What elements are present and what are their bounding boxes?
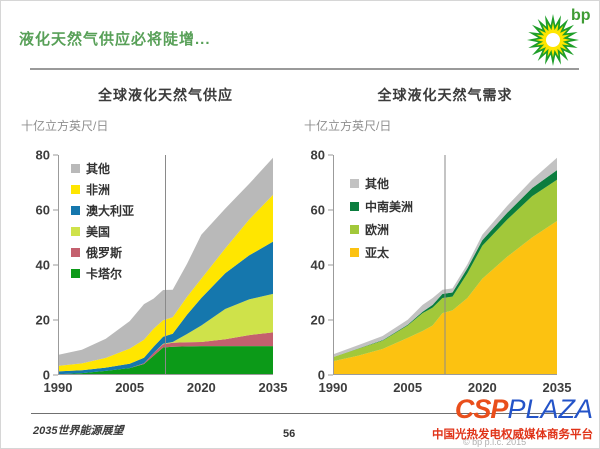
legend-item: 卡塔尔	[71, 263, 134, 284]
legend-swatch-icon	[71, 164, 80, 173]
legend-swatch-icon	[71, 227, 80, 236]
legend-swatch-icon	[350, 225, 359, 234]
legend-item: 中南美洲	[350, 195, 413, 218]
x-tick-label: 2005	[393, 380, 423, 395]
area-series	[333, 179, 557, 362]
legend-swatch-icon	[350, 179, 359, 188]
demand-plot-area: 其他中南美洲欧洲亚太 0 20 40 60 80 1990 2005 2020 2035	[311, 148, 572, 396]
supply-plot-area: 其他非洲澳大利亚美国俄罗斯卡塔尔 0 20 40 60 80 1990 2005 2020 20…	[36, 148, 288, 396]
footer-separator	[31, 413, 579, 414]
legend-label: 其他	[86, 162, 111, 176]
y-tick-label: 20	[35, 312, 50, 328]
legend-item: 亚太	[350, 241, 413, 264]
legend-label: 其他	[365, 177, 390, 191]
legend-item: 澳大利亚	[71, 200, 134, 221]
demand-y-axis-unit-label: 十亿立方英尺/日	[304, 119, 392, 133]
y-tick-label: 40	[310, 257, 325, 273]
area-series	[58, 332, 273, 375]
csp-plaza-watermark: CSP PLAZA 中国光热发电权威媒体商务平台	[432, 396, 593, 442]
y-tick-label: 80	[35, 147, 50, 163]
area-series	[333, 157, 557, 358]
area-series	[333, 170, 557, 358]
x-tick-label: 1990	[43, 380, 73, 395]
watermark-tagline: 中国光热发电权威媒体商务平台	[432, 429, 593, 441]
supply-legend: 其他非洲澳大利亚美国俄罗斯卡塔尔	[71, 158, 134, 284]
y-tick-label: 60	[310, 202, 325, 218]
demand-legend: 其他中南美洲欧洲亚太	[350, 172, 413, 264]
legend-item: 非洲	[71, 179, 134, 200]
y-tick-label: 60	[35, 202, 50, 218]
legend-swatch-icon	[350, 202, 359, 211]
y-tick-label: 40	[35, 257, 50, 273]
area-series	[58, 241, 273, 375]
stacked-area-canvas	[328, 154, 557, 376]
x-tick-label: 2035	[542, 380, 572, 395]
title-separator	[30, 68, 579, 70]
x-tick-label: 2005	[115, 380, 145, 395]
legend-label: 俄罗斯	[86, 246, 123, 260]
x-tick-label: 2035	[258, 380, 288, 395]
y-tick-label: 0	[317, 367, 325, 383]
copyright-notice: © bp p.l.c. 2015	[463, 437, 527, 447]
legend-swatch-icon	[350, 248, 359, 257]
legend-label: 中南美洲	[365, 200, 414, 214]
bp-helios-logo-icon: bp	[527, 7, 591, 66]
x-tick-label: 2020	[467, 380, 497, 395]
legend-label: 非洲	[86, 183, 111, 197]
legend-swatch-icon	[71, 269, 80, 278]
legend-label: 美国	[86, 225, 111, 239]
supply-y-axis-unit-label: 十亿立方英尺/日	[21, 119, 109, 133]
legend-label: 亚太	[365, 246, 390, 260]
y-tick-label: 20	[310, 312, 325, 328]
supply-chart-title: 全球液化天然气供应	[98, 87, 233, 103]
watermark-wordmark: CSP PLAZA	[432, 396, 593, 423]
area-series	[58, 293, 273, 375]
legend-swatch-icon	[71, 206, 80, 215]
x-tick-label: 1990	[318, 380, 348, 395]
helios-center	[546, 33, 560, 47]
legend-item: 美国	[71, 221, 134, 242]
page-number: 56	[283, 428, 296, 440]
x-tick-label: 2020	[186, 380, 216, 395]
demand-chart-title: 全球液化天然气需求	[377, 87, 513, 103]
legend-item: 其他	[350, 172, 413, 195]
legend-label: 欧洲	[365, 223, 390, 237]
slide-title: 液化天然气供应必将陡增...	[19, 31, 211, 48]
watermark-csp-text: CSP	[454, 394, 509, 424]
watermark-plaza-text: PLAZA	[507, 394, 593, 424]
legend-label: 澳大利亚	[86, 204, 135, 218]
y-tick-label: 80	[310, 147, 325, 163]
y-tick-label: 0	[42, 367, 50, 383]
legend-label: 卡塔尔	[86, 267, 123, 281]
legend-item: 俄罗斯	[71, 242, 134, 263]
legend-swatch-icon	[71, 185, 80, 194]
legend-swatch-icon	[71, 248, 80, 257]
area-series	[333, 221, 557, 375]
stacked-area-canvas	[53, 154, 273, 376]
footer-source-label: 2035世界能源展望	[33, 425, 124, 437]
bp-logo-text: bp	[571, 7, 591, 24]
legend-item: 其他	[71, 158, 134, 179]
legend-item: 欧洲	[350, 218, 413, 241]
